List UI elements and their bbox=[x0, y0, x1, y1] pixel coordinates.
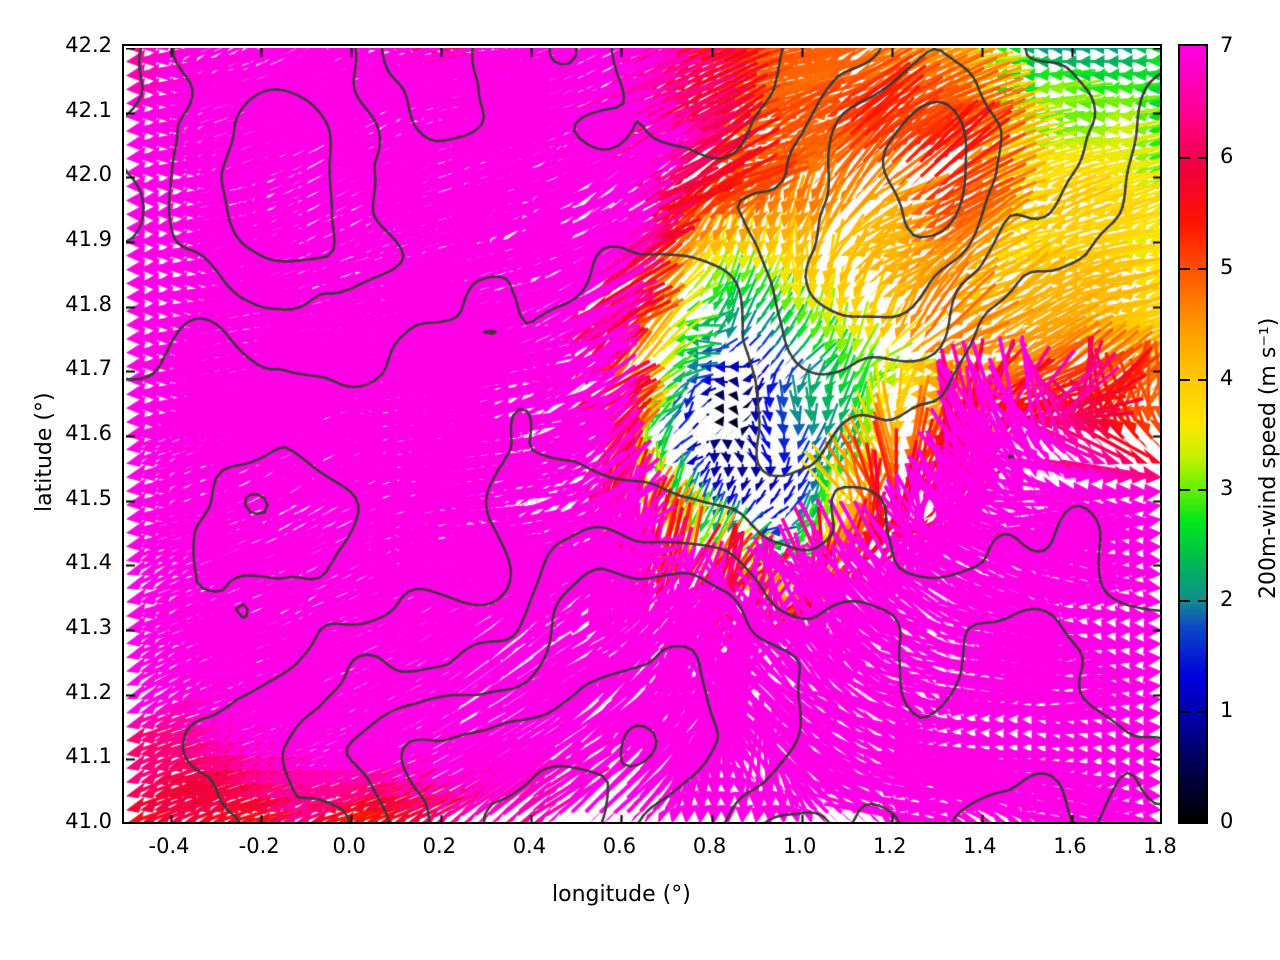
colorbar-tick-mark bbox=[1198, 600, 1208, 602]
colorbar-tick-label: 4 bbox=[1220, 365, 1234, 390]
colorbar-tick-label: 1 bbox=[1220, 698, 1234, 723]
colorbar bbox=[1178, 44, 1208, 824]
y-tick-label: 41.3 bbox=[65, 615, 112, 639]
colorbar-tick-mark bbox=[1198, 268, 1208, 270]
y-tick-label: 42.0 bbox=[65, 162, 112, 187]
y-tick-label: 42.2 bbox=[65, 33, 112, 57]
colorbar-tick-mark bbox=[1198, 379, 1208, 381]
colorbar-tick-label: 5 bbox=[1220, 254, 1234, 279]
x-tick-label: 1.0 bbox=[782, 834, 817, 858]
colorbar-tick-mark bbox=[1198, 157, 1208, 159]
x-tick-label: 0.6 bbox=[602, 834, 637, 858]
y-tick-label: 41.0 bbox=[65, 809, 112, 833]
y-tick-label: 41.4 bbox=[65, 550, 112, 575]
x-axis-title: longitude (°) bbox=[552, 882, 691, 907]
colorbar-tick-label: 6 bbox=[1220, 143, 1234, 168]
colorbar-tick-mark bbox=[1198, 711, 1208, 713]
colorbar-tick-mark bbox=[1180, 157, 1190, 159]
colorbar-tick-label: 7 bbox=[1220, 33, 1234, 57]
colorbar-tick-mark bbox=[1180, 600, 1190, 602]
plot-area bbox=[122, 44, 1162, 824]
x-tick-label: 0.4 bbox=[512, 834, 547, 858]
colorbar-gradient bbox=[1180, 46, 1206, 822]
x-tick-label: -0.4 bbox=[148, 834, 190, 858]
x-tick-label: 1.2 bbox=[873, 834, 907, 858]
y-tick-label: 41.8 bbox=[65, 291, 112, 316]
x-tick-label: 0.0 bbox=[332, 834, 366, 858]
y-tick-label: 41.1 bbox=[65, 744, 112, 769]
y-tick-label: 41.9 bbox=[65, 227, 112, 251]
colorbar-tick-mark bbox=[1180, 379, 1190, 381]
y-tick-label: 42.1 bbox=[65, 97, 112, 122]
y-tick-label: 41.7 bbox=[65, 356, 112, 381]
y-tick-label: 41.6 bbox=[65, 421, 112, 445]
axis-tick-marks bbox=[126, 48, 1160, 822]
colorbar-tick-mark bbox=[1180, 489, 1190, 491]
x-tick-label: 1.8 bbox=[1143, 834, 1177, 858]
x-tick-label: 1.4 bbox=[963, 834, 997, 858]
y-axis-title: latitude (°) bbox=[32, 392, 57, 512]
x-tick-label: 1.6 bbox=[1053, 834, 1087, 858]
x-tick-label: 0.2 bbox=[422, 834, 456, 858]
colorbar-title: 200m-wind speed (m s⁻¹) bbox=[1256, 317, 1280, 599]
y-tick-label: 41.2 bbox=[65, 679, 112, 704]
y-tick-label: 41.5 bbox=[65, 485, 112, 510]
x-tick-label: 0.8 bbox=[692, 834, 727, 858]
colorbar-tick-label: 0 bbox=[1220, 809, 1234, 833]
colorbar-tick-mark bbox=[1198, 489, 1208, 491]
colorbar-tick-label: 2 bbox=[1220, 587, 1234, 612]
colorbar-tick-label: 3 bbox=[1220, 476, 1234, 501]
colorbar-tick-mark bbox=[1180, 711, 1190, 713]
x-tick-label: -0.2 bbox=[238, 834, 280, 858]
colorbar-tick-mark bbox=[1180, 268, 1190, 270]
